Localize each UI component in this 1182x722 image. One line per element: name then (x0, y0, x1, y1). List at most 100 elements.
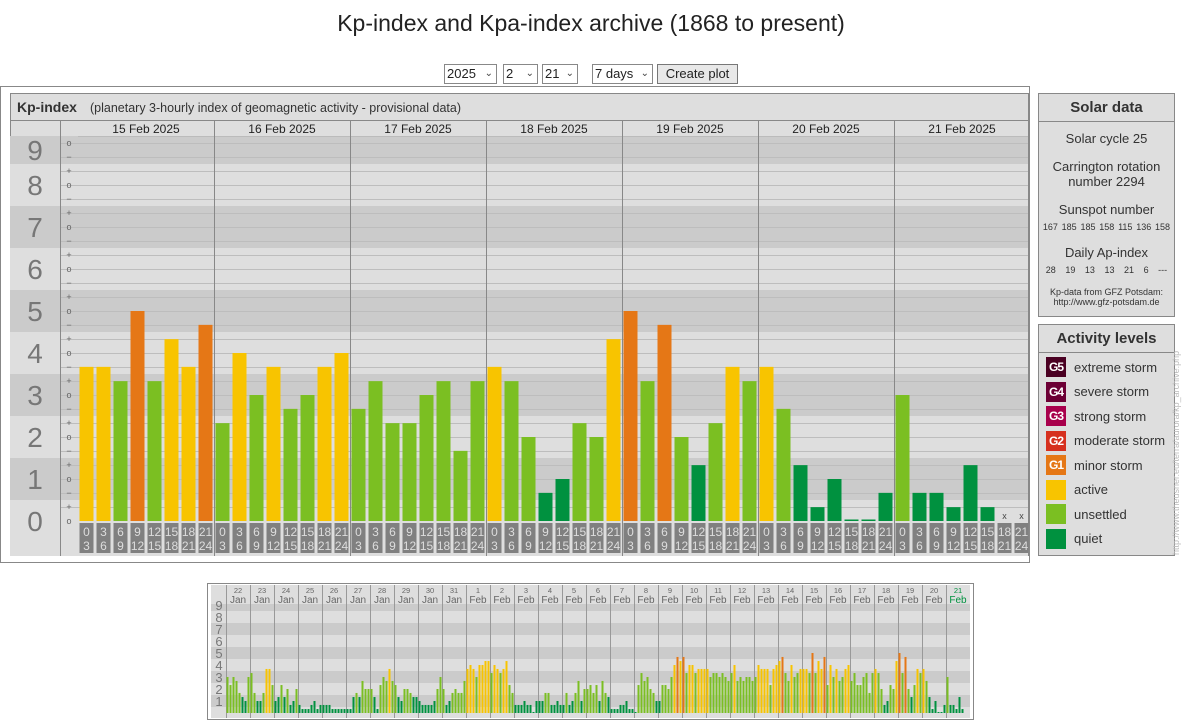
mini-day-number: 2 (500, 586, 504, 595)
mini-month-label: Feb (733, 595, 751, 606)
time-slot-box (453, 523, 468, 553)
kp-bar (283, 408, 298, 521)
mini-y-tick-label: 8 (215, 610, 222, 625)
mini-kp-bar (331, 709, 334, 713)
time-slot-box (79, 523, 94, 553)
day-select[interactable]: 21 ⌄ (542, 64, 578, 84)
mini-kp-bar (451, 692, 454, 713)
kp-bar (810, 507, 825, 521)
time-slot-box (640, 523, 655, 553)
source-line-1: Kp-data from GFZ Potsdam: (1049, 287, 1164, 297)
time-slot-start: 9 (406, 525, 413, 539)
kp-bar (368, 381, 383, 521)
time-slot-box (521, 523, 536, 553)
time-slot-end: 18 (301, 539, 315, 553)
kp-bar (776, 408, 791, 521)
mini-kp-bar (475, 677, 478, 713)
kp-bar (266, 366, 281, 521)
time-slot-box (810, 523, 825, 553)
y-tick-label: 8 (27, 170, 43, 201)
mini-kp-bar (814, 673, 817, 713)
create-plot-button[interactable]: Create plot (657, 64, 738, 84)
time-slot-box (708, 523, 723, 553)
mini-kp-bar (364, 689, 367, 713)
mini-kp-bar (280, 685, 283, 713)
time-slot-start: 12 (964, 525, 978, 539)
mini-kp-bar (490, 673, 493, 713)
chevron-down-icon: ⌄ (640, 68, 649, 79)
kp-bar (351, 408, 366, 521)
minor-tick-label: o (66, 264, 71, 274)
mini-kp-bar (664, 685, 667, 713)
kp-bar (929, 492, 944, 521)
mini-kp-bar (400, 701, 403, 713)
mini-kp-bar (922, 668, 925, 713)
mini-kp-bar (868, 692, 871, 713)
mini-kp-bar (232, 677, 235, 713)
mini-kp-bar (841, 677, 844, 713)
range-value: 7 days (595, 66, 634, 81)
time-slot-start: 3 (236, 525, 243, 539)
time-slot-start: 9 (950, 525, 957, 539)
mini-day-number: 24 (282, 586, 290, 595)
year-select[interactable]: 2025 ⌄ (444, 64, 497, 84)
mini-kp-bar (469, 665, 472, 713)
kp-bar (674, 437, 689, 521)
mini-kp-bar (700, 668, 703, 713)
mini-kp-bar (592, 692, 595, 713)
time-slot-start: 0 (355, 525, 362, 539)
mini-kp-bar (238, 692, 241, 713)
time-slot-start: 3 (372, 525, 379, 539)
mini-kp-bar (460, 692, 463, 713)
time-slot-end: 3 (763, 539, 770, 553)
mini-kp-bar (547, 692, 550, 713)
kp-bar (215, 423, 230, 521)
time-slot-end: 24 (1015, 539, 1029, 553)
mini-kp-bar (955, 709, 958, 713)
time-slot-start: 0 (219, 525, 226, 539)
mini-kp-bar (802, 668, 805, 713)
kp-bar (844, 519, 859, 521)
time-slot-start: 12 (692, 525, 706, 539)
mini-kp-bar (304, 709, 307, 713)
mini-y-tick-label: 6 (215, 634, 222, 649)
mini-kp-bar (565, 692, 568, 713)
mini-kp-bar (676, 656, 679, 713)
time-slot-end: 6 (372, 539, 379, 553)
y-tick-label: 9 (27, 135, 43, 166)
mini-kp-bar (256, 701, 259, 713)
legend-label: active (1074, 482, 1108, 497)
month-select[interactable]: 2 ⌄ (503, 64, 538, 84)
mini-month-label: Feb (685, 595, 703, 606)
mini-band (211, 635, 970, 647)
legend-label: extreme storm (1074, 359, 1158, 375)
mini-kp-bar (292, 701, 295, 713)
ap-title: Daily Ap-index (1064, 245, 1149, 260)
mini-kp-bar (355, 692, 358, 713)
sunspot-value: 136 (1136, 222, 1152, 232)
time-slot-start: 6 (389, 525, 396, 539)
time-slot-box (147, 523, 162, 553)
month-value: 2 (506, 66, 514, 81)
mini-kp-bar (295, 689, 298, 713)
legend-swatch: G1 (1046, 455, 1066, 475)
mini-kp-bar (394, 685, 397, 713)
mini-kp-bar (532, 712, 535, 713)
minor-tick-label: − (66, 320, 71, 330)
mini-kp-bar (406, 689, 409, 713)
mini-kp-bar (685, 673, 688, 713)
mini-kp-bar (430, 704, 433, 713)
mini-kp-bar (241, 697, 244, 713)
mini-kp-bar (553, 704, 556, 713)
mini-kp-bar (895, 661, 898, 713)
mini-kp-bar (481, 665, 484, 713)
mini-kp-bar (871, 673, 874, 713)
time-slot-start: 3 (916, 525, 923, 539)
range-select[interactable]: 7 days ⌄ (592, 64, 653, 84)
page-title: Kp-index and Kpa-index archive (1868 to … (337, 10, 845, 36)
time-slot-end: 3 (491, 539, 498, 553)
mini-kp-bar (913, 685, 916, 713)
mini-kp-bar (352, 697, 355, 713)
mini-kp-bar (538, 701, 541, 713)
mini-month-label: Jan (446, 595, 462, 606)
